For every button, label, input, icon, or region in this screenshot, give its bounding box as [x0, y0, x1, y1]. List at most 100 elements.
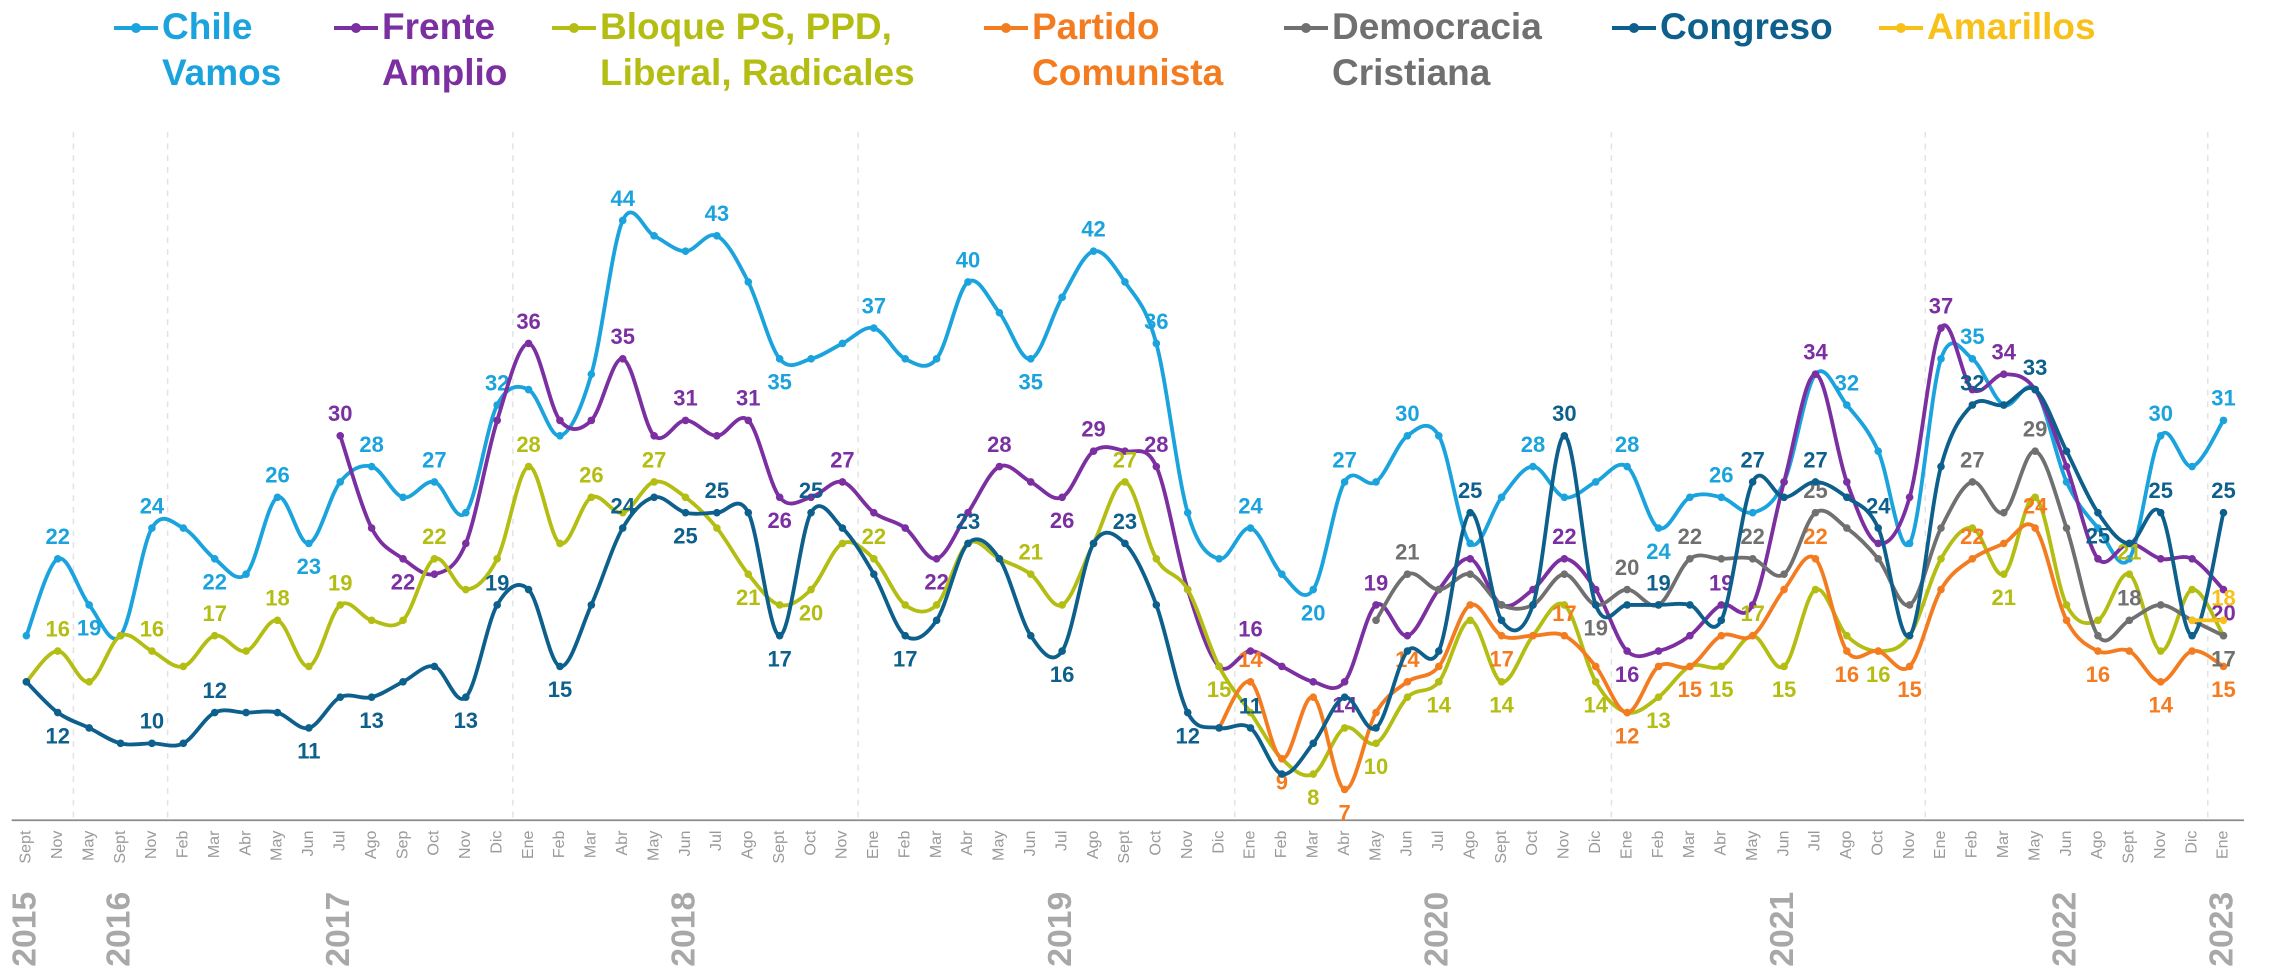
data-label: 22: [1678, 524, 1702, 549]
data-point: [1340, 678, 1349, 686]
data-point: [1278, 770, 1286, 778]
data-point: [870, 508, 878, 517]
data-point: [1874, 647, 1883, 655]
data-point: [1811, 508, 1820, 517]
data-point: [1403, 570, 1412, 578]
data-point: [1215, 724, 1223, 732]
data-point: [179, 662, 188, 671]
x-tick-label: Abr: [613, 830, 631, 856]
data-label: 37: [862, 293, 886, 318]
data-point: [1717, 616, 1726, 625]
data-point: [807, 355, 815, 363]
data-point: [1121, 278, 1129, 286]
data-label: 24: [1646, 539, 1671, 564]
data-point: [1121, 539, 1129, 548]
data-point: [524, 462, 533, 471]
x-tick-label: Nov: [1555, 831, 1573, 860]
data-label: 22: [1740, 524, 1764, 549]
data-point: [2156, 678, 2165, 686]
data-point: [1686, 601, 1694, 609]
data-point: [1843, 631, 1851, 640]
x-tick-label: Ago: [362, 830, 380, 859]
x-tick-label: Ago: [1084, 830, 1102, 859]
data-label: 20: [799, 600, 823, 625]
data-point: [148, 647, 156, 655]
data-point: [1246, 708, 1255, 717]
data-point: [179, 739, 188, 748]
data-point: [493, 601, 501, 609]
data-point: [1152, 601, 1161, 609]
data-point: [1968, 554, 1977, 563]
data-point: [1843, 647, 1851, 655]
data-label: 33: [2023, 355, 2047, 380]
data-point: [807, 585, 815, 594]
data-label: 12: [1615, 723, 1639, 748]
data-label: 16: [1835, 662, 1859, 687]
data-point: [242, 570, 250, 578]
data-point: [524, 585, 533, 594]
data-point: [932, 355, 941, 363]
data-point: [1843, 401, 1851, 409]
data-point: [1183, 708, 1192, 717]
data-label: 22: [1960, 524, 1984, 549]
data-point: [1560, 493, 1569, 502]
data-point: [1874, 524, 1883, 532]
x-tick-label: May: [1366, 830, 1384, 861]
data-point: [995, 308, 1004, 317]
data-label: 27: [642, 447, 666, 472]
data-label: 28: [516, 432, 540, 457]
data-point: [1340, 693, 1349, 702]
data-label: 36: [1144, 309, 1168, 334]
x-tick-label: Abr: [958, 830, 976, 856]
x-tick-label: Ene: [1241, 830, 1259, 859]
x-tick-label: Oct: [1868, 830, 1886, 856]
data-point: [1058, 601, 1066, 609]
year-label: 2015: [6, 892, 43, 967]
data-point: [1152, 462, 1161, 471]
data-label: 27: [1113, 447, 1137, 472]
legend-icon: [1612, 23, 1656, 33]
data-label: 8: [1307, 785, 1319, 810]
x-tick-label: Feb: [895, 830, 913, 858]
x-tick-label: Jul: [707, 831, 725, 852]
legend-item: Amarillos: [1875, 4, 2096, 50]
data-point: [587, 493, 596, 502]
data-label: 11: [1239, 693, 1262, 718]
data-label: 29: [2023, 416, 2047, 441]
data-label: 25: [2086, 523, 2110, 548]
year-label: 2017: [320, 892, 357, 967]
legend-icon: [334, 23, 378, 33]
data-point: [713, 524, 721, 532]
data-point: [210, 708, 219, 717]
data-point: [1403, 693, 1412, 702]
data-point: [1937, 585, 1945, 594]
data-point: [1560, 631, 1569, 640]
data-point: [1152, 339, 1161, 348]
data-point: [870, 324, 878, 332]
data-point: [1434, 678, 1443, 686]
legend-item: Partido Comunista: [980, 4, 1267, 96]
data-point: [461, 693, 470, 702]
data-point: [901, 524, 910, 532]
data-point: [1466, 508, 1474, 517]
data-label: 18: [2117, 586, 2141, 611]
data-point: [713, 431, 721, 440]
data-point: [838, 539, 847, 548]
x-tick-label: Mar: [1303, 830, 1321, 858]
data-label: 28: [1615, 432, 1639, 457]
data-label: 12: [46, 723, 70, 748]
data-point: [932, 601, 941, 609]
data-label: 22: [202, 570, 226, 595]
data-point: [1497, 493, 1506, 502]
data-point: [618, 524, 627, 532]
data-label: 7: [1339, 800, 1351, 825]
data-point: [681, 493, 690, 502]
data-point: [430, 554, 439, 563]
data-point: [1999, 401, 2008, 409]
x-tick-label: Dic: [487, 831, 505, 854]
data-label: 16: [1238, 616, 1262, 641]
data-label: 31: [673, 386, 697, 411]
x-tick-label: Ene: [1931, 830, 1949, 859]
data-point: [775, 493, 784, 502]
data-point: [2125, 616, 2134, 625]
